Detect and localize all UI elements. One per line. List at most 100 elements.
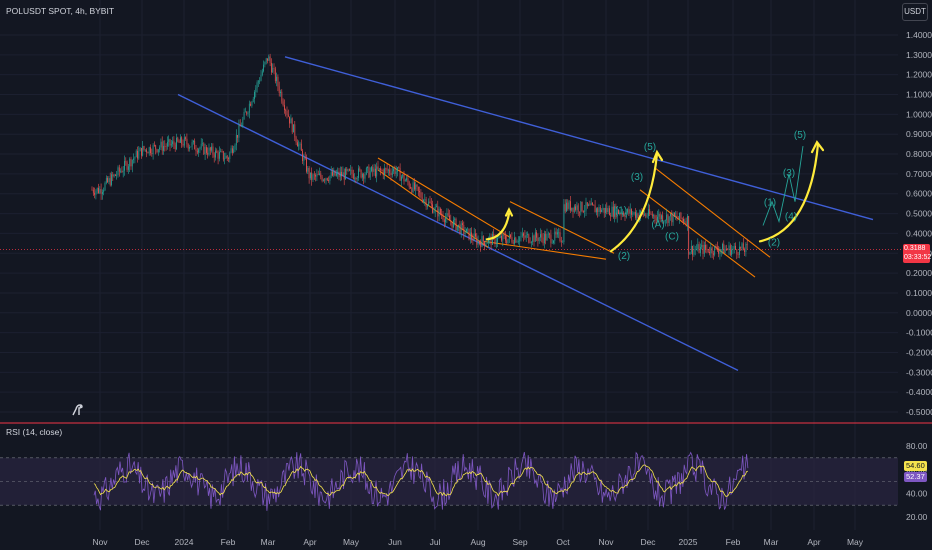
channel-2-bottom [483,240,607,260]
candle-body [467,228,469,230]
candle-body [389,169,391,173]
y-tick-label: -0.2000 [906,347,932,357]
upper-trendline [284,56,874,221]
candle-body [654,215,656,219]
candle-body [451,221,453,228]
currency-button[interactable]: USDT [902,3,928,21]
candle-body [445,217,446,223]
candle-body [290,118,292,124]
candle-body [489,236,491,239]
candle-body [91,189,93,191]
candle-body [221,151,223,152]
y-tick-label: 0.7000 [906,169,932,179]
candle-body [726,248,727,250]
candle-body [395,171,397,174]
candle-body [622,213,623,215]
candle-body [147,152,149,154]
candle-body [458,224,459,226]
candle-body [459,224,461,234]
candle-body [105,178,107,183]
candle-body [663,220,665,222]
candle-body [507,238,509,244]
x-tick-label: Nov [598,537,614,547]
candle-body [711,247,713,254]
candle-body [360,169,362,178]
candle-body [135,150,137,158]
candle-body [560,241,562,243]
x-tick-label: Dec [640,537,656,547]
candle-body [248,103,250,113]
candle-body [493,234,495,236]
candle-body [384,168,385,176]
candle-body [627,209,628,213]
y-tick-label: -0.5000 [906,407,932,417]
candle-body [213,154,215,158]
candle-body [588,204,589,206]
candle-body [219,151,220,159]
y-tick-label: 0.8000 [906,149,932,159]
candle-body [529,242,531,244]
wave-label: (3) [783,168,795,179]
candle-body [540,234,541,238]
candle-body [108,178,110,183]
candle-body [121,170,123,173]
candle-body [611,206,613,217]
candle-body [685,221,687,226]
candle-body [193,140,194,143]
candle-body [454,218,456,220]
y-tick-label: 1.1000 [906,90,932,100]
candle-body [736,249,738,255]
candle-body [616,209,618,218]
candle-body [605,208,606,213]
candle-body [342,172,344,177]
wave-label: (2) [768,237,780,248]
candle-body [512,241,514,244]
candle-body [168,139,170,142]
candle-body [625,212,627,218]
candle-body [310,172,311,179]
candle-body [718,250,719,254]
wave-label: (C) [665,231,679,242]
wave-projection-path [762,146,804,226]
candle-body [148,147,150,154]
candle-body [260,75,262,81]
candle-body [501,236,502,241]
candle-body [183,137,185,146]
x-tick-label: Jul [430,537,441,547]
candle-body [681,218,683,220]
candle-body [377,166,379,170]
candle-body [702,244,704,254]
tradingview-logo-icon[interactable] [70,401,86,417]
candle-body [313,174,315,176]
candle-body [365,168,367,175]
candle-body [151,153,153,155]
candle-body [485,243,487,246]
candle-body [659,213,661,220]
candle-body [508,234,510,239]
candle-body [103,189,105,193]
candle-body [341,171,342,177]
candle-body [442,215,444,220]
candle-body [649,209,651,215]
candle-body [324,179,326,181]
candle-body [480,242,482,247]
candle-body [323,179,324,181]
candle-body [597,208,599,213]
candle-body [680,212,682,219]
candle-body [661,215,662,220]
candle-body [211,146,212,151]
candle-body [303,157,305,161]
y-tick-label: 0.1000 [906,288,932,298]
candle-body [222,151,224,160]
candle-body [593,204,595,206]
candle-body [460,223,462,234]
candle-body [170,143,172,146]
candle-body [99,189,101,193]
candle-body [495,242,497,244]
candle-body [503,234,505,236]
candle-body [131,159,133,167]
x-tick-label: Nov [92,537,108,547]
candle-body [189,147,190,149]
candle-body [200,143,202,148]
